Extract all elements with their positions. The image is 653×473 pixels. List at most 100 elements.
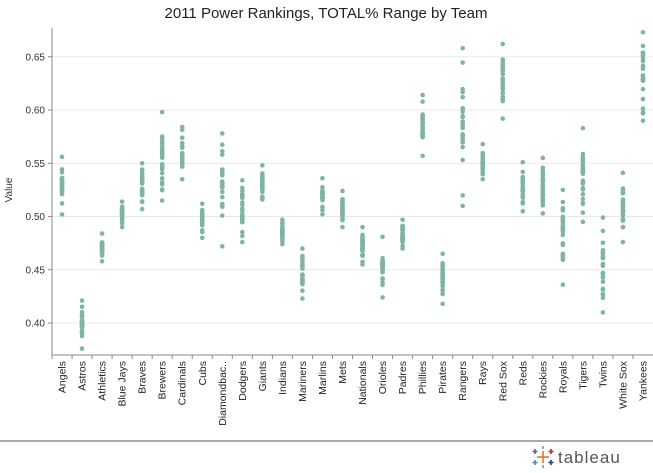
data-point[interactable] [560,241,566,246]
data-point[interactable] [320,212,325,217]
data-point[interactable] [420,124,425,130]
data-point[interactable] [420,133,425,138]
data-point[interactable] [480,160,486,166]
data-point[interactable] [460,121,465,127]
data-point[interactable] [219,202,225,208]
data-point[interactable] [380,234,385,240]
data-point[interactable] [540,196,546,202]
data-point[interactable] [620,197,626,202]
data-point[interactable] [79,331,85,336]
data-point[interactable] [400,223,405,229]
data-point[interactable] [460,113,465,119]
data-point[interactable] [320,207,325,213]
data-point[interactable] [240,219,245,225]
data-point[interactable] [59,176,65,181]
data-point[interactable] [360,243,365,249]
data-point[interactable] [620,216,626,221]
data-point[interactable] [219,152,225,157]
data-point[interactable] [280,235,285,241]
data-point[interactable] [540,175,546,181]
data-point[interactable] [540,181,546,187]
data-point[interactable] [360,259,365,265]
data-point[interactable] [320,184,325,190]
data-point[interactable] [520,169,526,175]
data-point[interactable] [300,296,305,301]
data-point[interactable] [139,186,145,192]
data-point[interactable] [580,181,586,186]
data-point[interactable] [520,178,526,183]
data-point[interactable] [280,226,285,231]
data-point[interactable] [600,215,606,220]
data-point[interactable] [520,159,526,165]
data-point[interactable] [500,57,506,62]
data-point[interactable] [340,188,345,194]
data-point[interactable] [600,291,606,297]
data-point[interactable] [159,163,165,169]
data-point[interactable] [380,295,385,300]
data-point[interactable] [159,109,165,115]
data-point[interactable] [560,199,566,205]
data-point[interactable] [560,215,566,220]
data-point[interactable] [540,211,546,216]
data-point[interactable] [440,271,445,276]
data-point[interactable] [420,114,425,120]
data-point[interactable] [500,78,506,84]
data-point[interactable] [340,197,345,203]
data-point[interactable] [500,71,506,77]
data-point[interactable] [560,187,566,193]
data-point[interactable] [600,240,606,246]
data-point[interactable] [159,136,165,142]
data-point[interactable] [580,196,586,202]
data-point[interactable] [580,200,586,206]
data-point[interactable] [520,199,526,205]
data-point[interactable] [159,170,165,176]
data-point[interactable] [59,170,65,175]
data-point[interactable] [620,208,626,213]
data-point[interactable] [139,192,145,198]
data-point[interactable] [620,186,626,191]
data-point[interactable] [640,111,646,116]
data-point[interactable] [59,180,65,185]
data-point[interactable] [300,263,305,269]
data-point[interactable] [199,213,205,219]
data-point[interactable] [620,224,626,230]
data-point[interactable] [580,125,586,131]
data-point[interactable] [139,177,145,182]
data-point[interactable] [600,279,606,285]
data-point[interactable] [580,168,586,173]
data-point[interactable] [600,263,606,269]
data-point[interactable] [300,253,305,259]
data-point[interactable] [59,212,65,217]
data-point[interactable] [460,132,465,137]
data-point[interactable] [620,170,626,176]
data-point[interactable] [59,191,65,197]
data-point[interactable] [260,173,265,179]
data-point[interactable] [179,127,185,133]
data-point[interactable] [620,212,626,218]
data-point[interactable] [159,147,165,153]
data-point[interactable] [640,29,646,35]
data-point[interactable] [400,227,405,233]
data-point[interactable] [199,222,205,228]
data-point[interactable] [640,106,646,111]
data-point[interactable] [440,301,445,307]
data-point[interactable] [300,246,305,251]
data-point[interactable] [640,118,646,123]
data-point[interactable] [600,254,606,260]
data-point[interactable] [139,206,145,212]
data-point[interactable] [219,189,225,195]
data-point[interactable] [460,60,465,65]
data-point[interactable] [119,199,125,204]
data-point[interactable] [139,171,145,177]
data-point[interactable] [99,231,105,236]
data-point[interactable] [400,237,405,242]
data-point[interactable] [580,171,586,176]
data-point[interactable] [320,194,325,200]
data-point[interactable] [620,204,626,209]
data-point[interactable] [260,181,265,186]
data-point[interactable] [280,220,285,226]
data-point[interactable] [360,234,365,239]
data-point[interactable] [440,251,445,257]
data-point[interactable] [540,155,546,161]
data-point[interactable] [79,324,85,330]
